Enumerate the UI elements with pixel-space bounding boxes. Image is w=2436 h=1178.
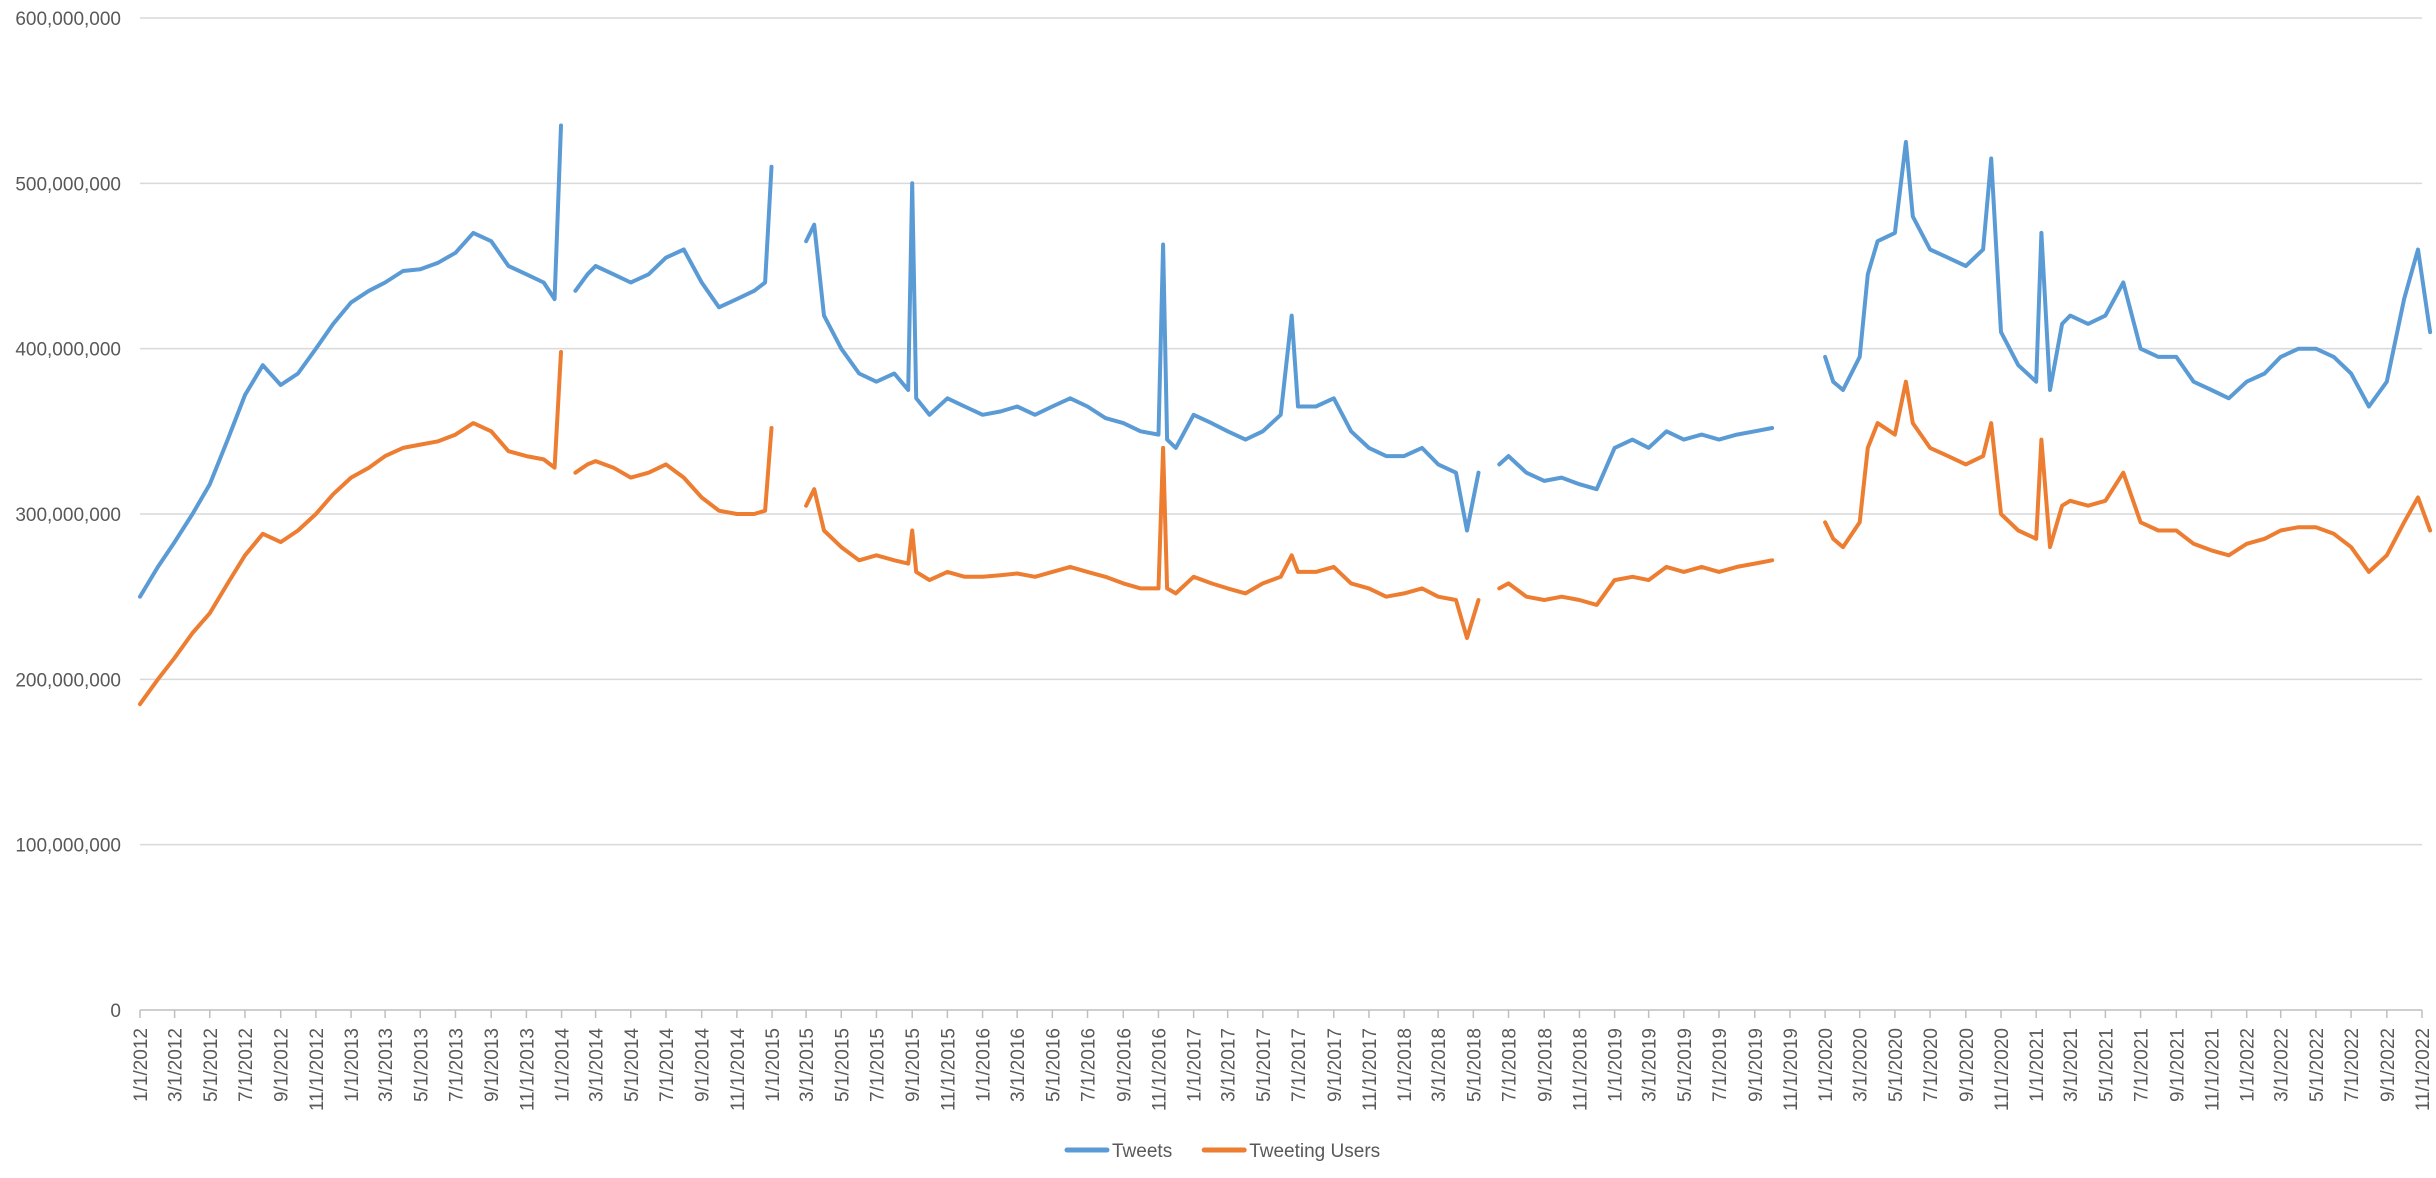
x-tick-label: 3/1/2012 bbox=[166, 1028, 187, 1102]
x-tick-label: 9/1/2020 bbox=[1957, 1028, 1978, 1102]
y-tick-label: 0 bbox=[110, 1001, 121, 1022]
x-tick-label: 1/1/2019 bbox=[1606, 1028, 1627, 1102]
legend: Tweets Tweeting Users bbox=[1064, 1141, 1380, 1162]
y-tick-label: 100,000,000 bbox=[15, 836, 121, 857]
x-tick-label: 1/1/2016 bbox=[974, 1028, 995, 1102]
x-tick-label: 5/1/2014 bbox=[622, 1028, 643, 1102]
x-tick-label: 1/1/2013 bbox=[342, 1028, 363, 1102]
legend-label-tweets: Tweets bbox=[1112, 1141, 1172, 1162]
gridlines bbox=[140, 17, 2422, 1011]
y-tick-label: 500,000,000 bbox=[15, 174, 121, 195]
x-tick-label: 11/1/2014 bbox=[728, 1028, 749, 1112]
x-tick-label: 7/1/2022 bbox=[2342, 1028, 2363, 1102]
x-tick-label: 3/1/2021 bbox=[2061, 1028, 2082, 1102]
x-tick-label: 3/1/2014 bbox=[587, 1028, 608, 1102]
x-tick-label: 7/1/2019 bbox=[1710, 1028, 1731, 1102]
x-tick-label: 1/1/2022 bbox=[2238, 1028, 2259, 1102]
x-tick-label: 9/1/2015 bbox=[903, 1028, 924, 1102]
x-tick-label: 5/1/2021 bbox=[2096, 1028, 2117, 1102]
x-tick-label: 9/1/2014 bbox=[693, 1028, 714, 1102]
x-tick-label: 11/1/2018 bbox=[1570, 1028, 1591, 1111]
x-tick-label: 11/1/2013 bbox=[517, 1028, 538, 1111]
x-tick-label: 1/1/2017 bbox=[1185, 1028, 1206, 1102]
x-tick-label: 7/1/2014 bbox=[657, 1028, 678, 1102]
x-tick-label: 5/1/2020 bbox=[1886, 1028, 1907, 1102]
x-tick-label: 11/1/2020 bbox=[1992, 1028, 2013, 1111]
x-tick-label: 3/1/2015 bbox=[797, 1028, 818, 1102]
x-tick-label: 5/1/2013 bbox=[411, 1028, 432, 1102]
x-tick-label: 3/1/2022 bbox=[2272, 1028, 2293, 1102]
x-tick-label: 5/1/2022 bbox=[2307, 1028, 2328, 1102]
x-tick-label: 7/1/2012 bbox=[236, 1028, 257, 1102]
x-tick-label: 7/1/2013 bbox=[446, 1028, 467, 1102]
x-tick-label: 7/1/2020 bbox=[1921, 1028, 1942, 1102]
x-tick-label: 11/1/2019 bbox=[1781, 1028, 1802, 1111]
x-tick-label: 7/1/2018 bbox=[1500, 1028, 1521, 1102]
series-line-tweeting-users bbox=[138, 350, 2433, 707]
x-tick-label: 3/1/2016 bbox=[1008, 1028, 1029, 1102]
x-tick-label: 3/1/2020 bbox=[1851, 1028, 1872, 1102]
x-tick-label: 5/1/2018 bbox=[1464, 1028, 1485, 1102]
x-tick-label: 9/1/2022 bbox=[2378, 1028, 2399, 1102]
x-tick-label: 1/1/2015 bbox=[763, 1028, 784, 1102]
x-tick-label: 7/1/2016 bbox=[1079, 1028, 1100, 1102]
x-tick-label: 9/1/2012 bbox=[272, 1028, 293, 1102]
x-tick-label: 5/1/2019 bbox=[1675, 1028, 1696, 1102]
x-tick-label: 1/1/2020 bbox=[1816, 1028, 1837, 1102]
legend-label-tweeting-users: Tweeting Users bbox=[1249, 1141, 1380, 1162]
x-tick-label: 11/1/2017 bbox=[1360, 1028, 1381, 1111]
x-tick-label: 11/1/2015 bbox=[938, 1028, 959, 1111]
y-tick-label: 200,000,000 bbox=[15, 670, 121, 691]
x-tick-label: 3/1/2017 bbox=[1219, 1028, 1240, 1102]
y-tick-label: 600,000,000 bbox=[15, 9, 121, 30]
x-tick-label: 11/1/2016 bbox=[1149, 1028, 1170, 1111]
x-tick-label: 5/1/2015 bbox=[832, 1028, 853, 1102]
x-tick-label: 3/1/2019 bbox=[1640, 1028, 1661, 1102]
x-tick-label: 11/1/2022 bbox=[2413, 1028, 2434, 1111]
x-tick-label: 7/1/2021 bbox=[2132, 1028, 2153, 1102]
series-line-tweets bbox=[138, 123, 2433, 599]
x-tick-label: 7/1/2015 bbox=[867, 1028, 888, 1102]
x-tick-label: 1/1/2018 bbox=[1395, 1028, 1416, 1102]
x-tick-label: 1/1/2021 bbox=[2027, 1028, 2048, 1102]
x-tick-label: 5/1/2012 bbox=[201, 1028, 222, 1102]
x-tick-label: 9/1/2019 bbox=[1746, 1028, 1767, 1102]
x-tick-label: 3/1/2018 bbox=[1429, 1028, 1450, 1102]
x-tick-label: 9/1/2017 bbox=[1325, 1028, 1346, 1102]
x-tick-label: 5/1/2017 bbox=[1254, 1028, 1275, 1102]
x-tick-label: 9/1/2018 bbox=[1535, 1028, 1556, 1102]
x-tick-label: 5/1/2016 bbox=[1043, 1028, 1064, 1102]
x-tick-label: 9/1/2021 bbox=[2167, 1028, 2188, 1102]
x-tick-label: 1/1/2014 bbox=[553, 1028, 574, 1102]
x-tick-label: 9/1/2016 bbox=[1114, 1028, 1135, 1102]
x-axis-tick-labels: 1/1/2012 3/1/2012 5/1/2012 7/1/2012 9/1/2012… bbox=[131, 1010, 2434, 1111]
x-tick-label: 3/1/2013 bbox=[376, 1028, 397, 1102]
x-tick-label: 9/1/2013 bbox=[482, 1028, 503, 1102]
series-lines bbox=[138, 123, 2433, 707]
x-tick-label: 11/1/2021 bbox=[2203, 1028, 2224, 1111]
x-tick-label: 11/1/2012 bbox=[307, 1028, 328, 1111]
y-axis-tick-labels: 0 100,000,000 200,000,000 300,000,000 400,00… bbox=[15, 9, 121, 1022]
y-tick-label: 300,000,000 bbox=[15, 505, 121, 526]
x-tick-label: 7/1/2017 bbox=[1289, 1028, 1310, 1102]
x-tick-label: 1/1/2012 bbox=[131, 1028, 152, 1102]
y-tick-label: 400,000,000 bbox=[15, 340, 121, 361]
